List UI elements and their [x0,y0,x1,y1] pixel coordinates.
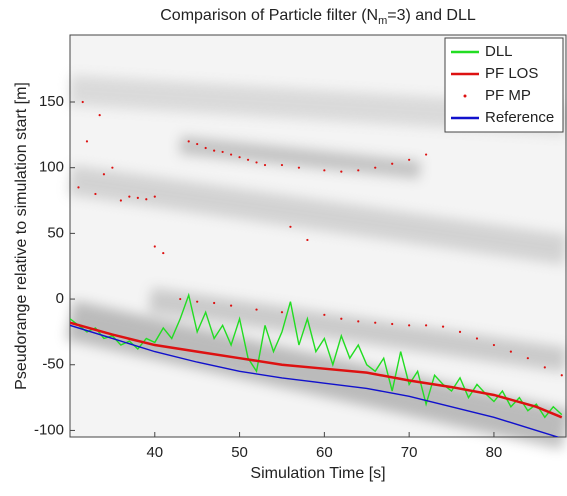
mp-point [280,311,284,314]
mp-point [255,161,258,164]
mp-point [221,150,224,154]
series-line [70,324,560,437]
legend-label: Reference [485,109,554,126]
mp-point [213,149,216,152]
x-tick-label: 80 [486,444,503,461]
background-texture [65,75,567,450]
legend-label: PF MP [485,87,531,104]
mp-point [280,163,284,167]
plot-frame [69,34,567,438]
mp-point [323,169,326,172]
legend-swatch [463,94,467,98]
mp-point [509,350,512,353]
mp-point [128,195,131,198]
x-tick-label: 60 [316,444,333,461]
mp-point [145,198,148,201]
x-axis-label: Simulation Time [s] [250,465,385,482]
mp-point [408,324,411,327]
x-tick-label: 50 [231,444,248,461]
mp-point [425,324,428,327]
mp-point [77,186,80,189]
x-tick-label: 40 [146,444,163,461]
title-part: Comparison of Particle filter (N [160,7,378,24]
y-tick-label: 50 [47,224,64,241]
mp-point [229,153,233,156]
mp-point [475,337,479,340]
mp-point [560,374,563,377]
y-tick-label: -100 [34,421,64,438]
mp-point [374,166,377,169]
mp-point [263,163,267,167]
mp-point [374,321,377,324]
mp-point [153,245,156,248]
mp-point [136,196,139,200]
legend-box [444,37,564,133]
title-part: m [378,15,387,27]
mp-point [357,169,360,172]
series-line [70,292,563,419]
mp-point [526,357,529,360]
mp-point [119,199,122,202]
mp-point [408,158,411,161]
mp-point [153,195,156,198]
series-line [70,321,563,419]
mp-point [289,225,292,228]
mp-point [196,300,199,303]
mp-point [425,153,428,156]
mp-point [543,366,546,369]
mp-point [340,170,343,173]
mp-point [94,192,97,196]
mp-point [340,317,343,320]
chart-title: Comparison of Particle filter (Nm=3) and… [160,7,476,27]
mp-point [162,251,165,255]
mp-point [391,322,394,326]
mp-point [102,173,106,176]
plot-area [70,100,563,437]
mp-point [196,142,199,146]
mp-point [255,308,258,311]
mp-point [492,343,496,347]
mp-point [306,238,309,242]
y-tick-label: -50 [42,356,64,373]
mp-point [179,297,182,301]
mp-point [204,146,207,150]
mp-point [357,320,360,323]
mp-point [81,100,84,104]
mp-point [98,114,101,117]
mp-point [238,156,241,159]
mp-point [246,158,250,161]
mp-point [458,330,462,334]
legend-label: DLL [485,43,513,60]
x-tick-label: 70 [401,444,418,461]
title-part: =3) and DLL [387,7,476,24]
mp-point [229,304,233,307]
mp-point [323,313,326,316]
mp-point [213,301,216,305]
mp-point [85,140,89,143]
mp-point [187,140,190,143]
legend-label: PF LOS [485,65,538,82]
y-axis-label: Pseudorange relative to simulation start… [13,82,30,390]
mp-point [111,166,114,169]
y-tick-label: 0 [56,290,64,307]
y-tick-label: 150 [39,93,64,110]
mp-point [297,166,301,169]
y-tick-label: 100 [39,159,64,176]
mp-point [391,162,394,165]
mp-point [441,325,445,328]
